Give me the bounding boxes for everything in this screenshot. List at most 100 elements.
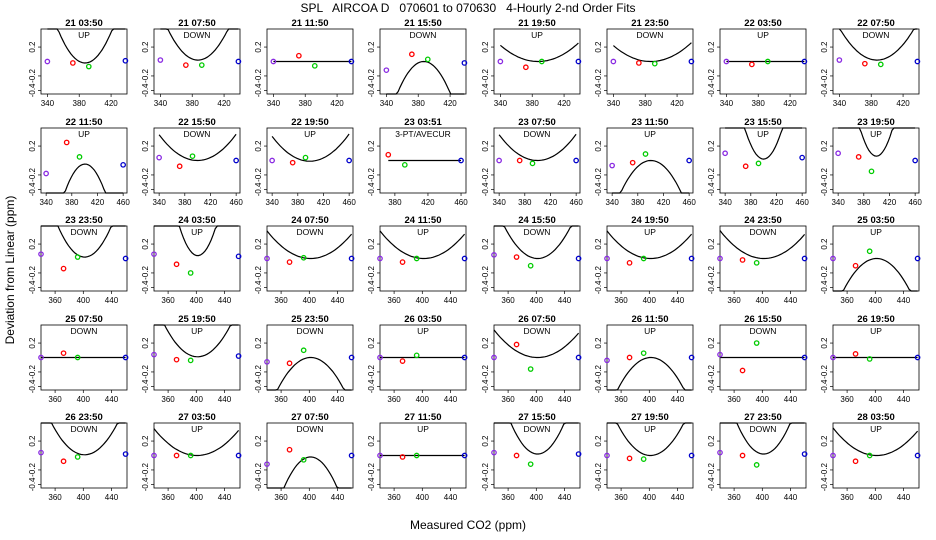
panel-label: UP	[417, 227, 429, 237]
data-point	[739, 367, 746, 374]
y-tick-label: -0.4	[481, 477, 490, 491]
x-tick-label: 380	[857, 198, 871, 207]
data-point	[235, 452, 242, 459]
y-tick-label: -0.2	[28, 69, 37, 83]
data-point	[383, 67, 390, 74]
x-tick-label: 440	[784, 296, 798, 305]
data-point	[686, 157, 692, 164]
panel-label: DOWN	[184, 129, 211, 139]
panel-label: DOWN	[71, 227, 98, 237]
x-tick-label: 440	[331, 493, 345, 502]
panel-frame	[606, 324, 694, 391]
panel-title: 21 03:50	[65, 18, 103, 29]
x-tick-label: 460	[229, 198, 243, 207]
fit-curve	[46, 163, 124, 194]
x-tick-label: 400	[530, 296, 544, 305]
data-point	[151, 351, 157, 358]
x-tick-label: 340	[154, 99, 168, 108]
panel-title: 24 15:50	[518, 215, 556, 226]
fit-curve	[832, 427, 919, 457]
y-tick-label: 0.2	[594, 337, 603, 349]
data-point	[742, 163, 749, 170]
x-tick-label: 380	[65, 198, 79, 207]
data-point	[302, 154, 309, 161]
panel-title: 24 19:50	[631, 215, 669, 226]
x-tick-label: 380	[639, 99, 653, 108]
x-tick-label: 460	[342, 198, 356, 207]
x-tick-label: 360	[387, 395, 401, 404]
x-tick-label: 340	[39, 198, 53, 207]
data-point	[626, 354, 633, 361]
panel-frame	[379, 225, 467, 292]
panel-title: 22 07:50	[857, 18, 895, 29]
data-point	[401, 161, 408, 168]
x-tick-label: 360	[840, 493, 854, 502]
panel-frame	[606, 225, 694, 292]
x-tick-label: 340	[607, 99, 621, 108]
data-point	[801, 354, 808, 361]
panel-title: 26 19:50	[857, 314, 895, 325]
y-tick-label: -0.2	[254, 463, 263, 477]
data-point	[346, 157, 352, 164]
x-tick-label: 340	[265, 198, 279, 207]
y-tick-label: -0.4	[820, 280, 829, 294]
panel-frame	[719, 127, 807, 194]
x-tick-label: 400	[643, 395, 657, 404]
x-tick-label: 440	[218, 395, 232, 404]
data-point	[151, 452, 157, 459]
y-tick-label: 0.2	[707, 140, 716, 152]
fit-curve	[154, 324, 239, 358]
y-tick-label: -0.2	[820, 266, 829, 280]
panel-frame	[493, 225, 581, 292]
data-point	[688, 255, 695, 262]
x-tick-label: 360	[840, 395, 854, 404]
x-tick-label: 380	[518, 198, 532, 207]
fit-curve	[271, 133, 350, 162]
y-tick-label: 0.2	[594, 140, 603, 152]
x-tick-label: 340	[267, 99, 281, 108]
data-point	[609, 162, 615, 169]
data-point	[855, 154, 862, 160]
x-tick-label: 380	[73, 99, 87, 108]
panel-label: UP	[417, 424, 429, 434]
data-point	[513, 341, 520, 348]
data-point	[764, 58, 771, 65]
panel-frame	[266, 324, 354, 391]
panel-label: UP	[757, 30, 769, 40]
x-tick-label: 440	[784, 395, 798, 404]
y-tick-label: -0.4	[141, 83, 150, 97]
x-tick-label: 380	[178, 198, 192, 207]
x-tick-label: 420	[896, 99, 910, 108]
x-tick-label: 440	[444, 493, 458, 502]
panel-label: UP	[870, 424, 882, 434]
y-tick-label: 0.2	[141, 238, 150, 250]
y-tick-label: -0.4	[254, 379, 263, 393]
y-tick-label: 0.2	[28, 140, 37, 152]
data-point	[286, 360, 293, 367]
data-point	[38, 251, 44, 258]
data-point	[399, 259, 406, 265]
x-tick-label: 400	[303, 493, 317, 502]
fit-curve	[720, 422, 805, 455]
y-tick-label: -0.4	[820, 182, 829, 196]
y-tick-label: -0.2	[820, 463, 829, 477]
y-tick-label: -0.4	[594, 83, 603, 97]
panel-frame	[266, 422, 354, 489]
y-tick-label: -0.2	[820, 168, 829, 182]
data-point	[409, 51, 415, 58]
data-point	[70, 60, 76, 66]
data-point	[60, 265, 67, 272]
y-tick-label: 0.2	[481, 140, 490, 152]
x-tick-label: 360	[161, 493, 175, 502]
data-point	[688, 354, 695, 361]
fit-curve	[607, 356, 692, 391]
